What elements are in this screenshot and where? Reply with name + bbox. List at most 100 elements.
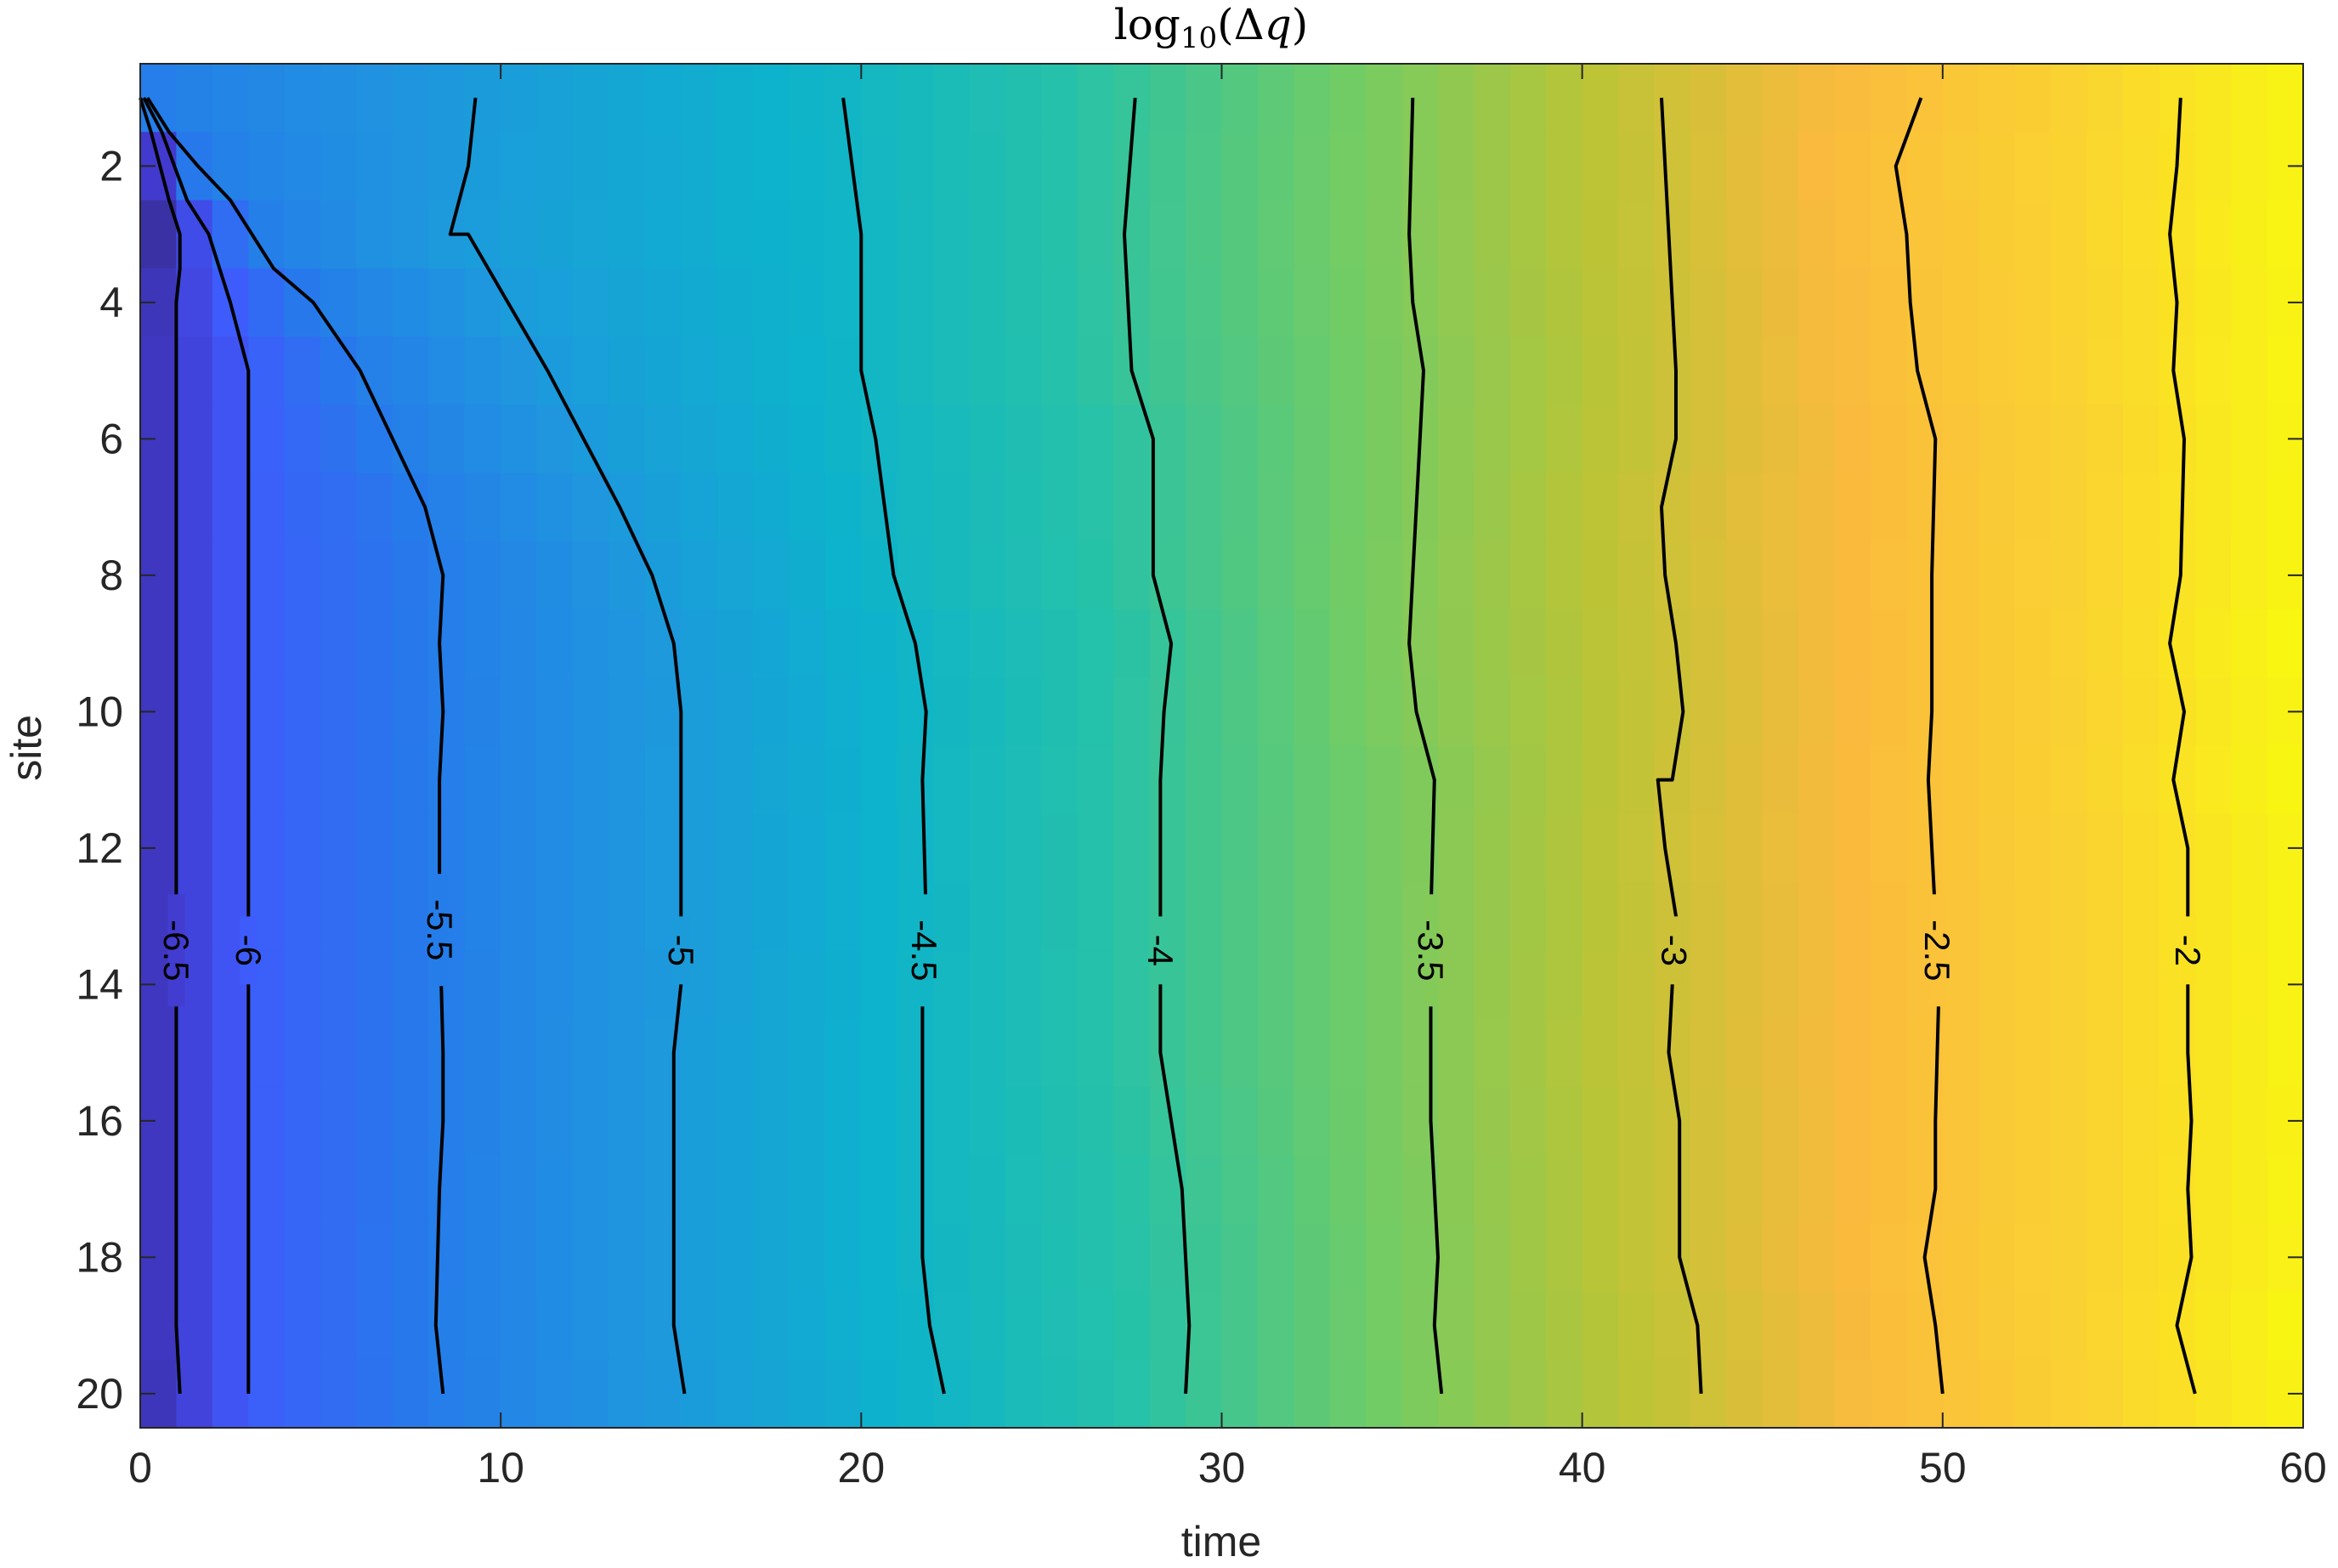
heatmap-cell [609,337,646,406]
heatmap-cell [2194,473,2232,542]
heatmap-cell [1762,1086,1799,1156]
heatmap-cell [1690,268,1728,337]
heatmap-cell [716,541,754,610]
heatmap-cell [320,950,358,1020]
heatmap-cell [681,813,718,883]
heatmap-cell [1979,1155,2016,1225]
heatmap-cell [1618,1291,1656,1361]
heatmap-cell [897,1359,934,1429]
heatmap-cell [2122,1086,2160,1156]
heatmap-cell [1077,813,1115,883]
heatmap-cell [248,1086,286,1156]
heatmap-cell [1762,609,1799,679]
heatmap-cell [1113,473,1151,542]
y-tick-label: 14 [76,960,123,1008]
heatmap-cell [609,1018,646,1088]
heatmap-cell [2014,200,2052,269]
heatmap-cell [1438,1018,1475,1088]
heatmap-cell [248,541,286,610]
heatmap-cell [1762,268,1799,337]
heatmap-cell [1077,64,1115,133]
heatmap-cell [1906,813,1944,883]
heatmap-cell [789,609,826,679]
heatmap-cell [1401,541,1439,610]
heatmap-cell [573,541,610,610]
heatmap-cell [1798,813,1836,883]
heatmap-cell [1221,1018,1259,1088]
heatmap-cell [1077,1018,1115,1088]
heatmap-cell [1294,950,1331,1020]
heatmap-cell [824,1223,863,1293]
contour-label: -3 [1654,935,1694,966]
heatmap-cell [2231,405,2268,474]
heatmap-cell [897,745,934,815]
heatmap-cell [1906,745,1944,815]
heatmap-cell [1546,1018,1583,1088]
heatmap-cell [536,882,574,952]
heatmap-cell [753,200,790,269]
heatmap-cell [1077,268,1115,337]
heatmap-cell [2014,1086,2052,1156]
title-open: (Δ [1217,0,1265,49]
heatmap-cell [1654,1359,1691,1429]
heatmap-cell [248,677,286,747]
contour-line [142,97,251,1394]
heatmap-cell [464,541,501,610]
heatmap-cell [789,1155,826,1225]
heatmap-cell [716,132,754,201]
heatmap-cell [392,1291,430,1361]
heatmap-cell [1979,64,2016,133]
heatmap-cell [501,745,538,815]
heatmap-cell [1871,1086,1908,1156]
heatmap-cell [1942,473,1980,542]
heatmap-cell [1366,541,1403,610]
heatmap-cell [1401,200,1439,269]
heatmap-cell [1690,1155,1728,1225]
heatmap-cell [176,64,213,133]
heatmap-cell [2086,677,2124,747]
heatmap-cell [1690,609,1728,679]
heatmap-cell [2231,64,2268,133]
heatmap-cell [1979,200,2016,269]
heatmap-cell [1798,1155,1836,1225]
heatmap-cell [212,1291,250,1361]
heatmap-cell [1005,473,1043,542]
heatmap-cell [1149,1223,1186,1293]
heatmap-cell [320,813,358,883]
heatmap-cell [1871,268,1908,337]
heatmap-cell [644,1223,682,1293]
heatmap-cell [501,64,538,133]
heatmap-cell [1871,1018,1908,1088]
heatmap-cell [1834,813,1871,883]
heatmap-cell [1582,1018,1619,1088]
heatmap-cell [933,1291,971,1361]
heatmap-cell [1798,609,1836,679]
heatmap-cell [1726,473,1763,542]
heatmap-cell [392,200,430,269]
heatmap-cell [681,200,718,269]
heatmap-cell [2194,1359,2232,1429]
heatmap-cell [2194,268,2232,337]
heatmap-cell [716,337,754,406]
heatmap-cell [2014,64,2052,133]
heatmap-cell [501,1018,538,1088]
contour-line [448,97,687,1395]
heatmap-cell [861,132,898,201]
heatmap-cell [1041,609,1078,679]
heatmap-cell [2086,1359,2124,1429]
heatmap-cell [897,132,934,201]
heatmap-cell [933,1223,971,1293]
heatmap-cell [753,1359,790,1429]
heatmap-cell [933,200,971,269]
heatmap-cell [609,882,646,952]
heatmap-cell [1906,132,1944,201]
heatmap-cell [609,813,646,883]
heatmap-cell [2194,1018,2232,1088]
heatmap-cell [969,132,1006,201]
heatmap-cell [969,1359,1006,1429]
heatmap-cell [392,541,430,610]
heatmap-cell [356,1086,393,1156]
heatmap-cell [716,1086,754,1156]
heatmap-cell [897,677,934,747]
heatmap-cell [1834,609,1871,679]
